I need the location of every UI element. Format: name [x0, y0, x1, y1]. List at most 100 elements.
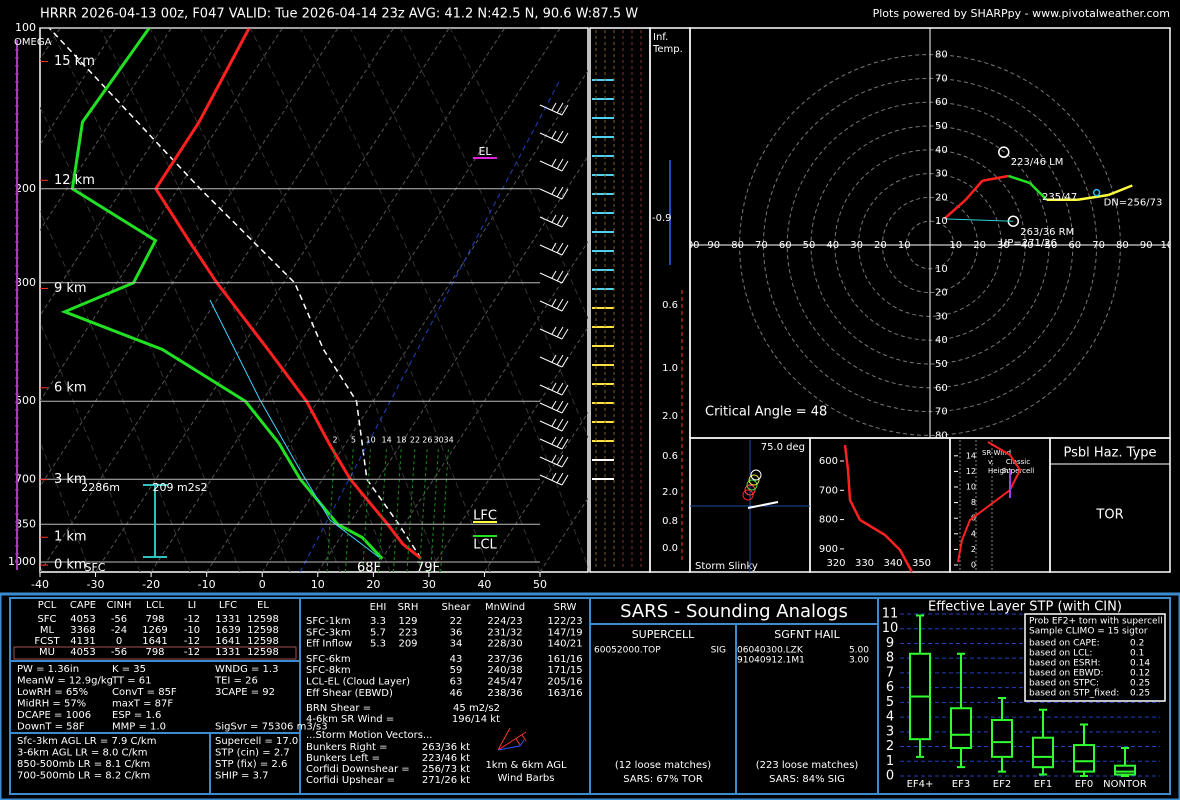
kin-header: Shear	[441, 602, 471, 613]
omega-label: OMEGA	[14, 37, 52, 48]
stp-legend-value: 0.1	[1130, 649, 1144, 659]
storm-motion-value: 271/26 kt	[422, 775, 470, 786]
wind-barb	[539, 418, 569, 432]
stp-legend-value: 0.14	[1130, 659, 1150, 669]
thermo-cell: 1639	[215, 625, 240, 636]
stp-y-label: 7	[886, 665, 894, 680]
thermo-cell: 1641	[142, 636, 167, 647]
sars-summary: SARS: 84% SIG	[769, 774, 845, 785]
inf-value: 0.8	[662, 516, 678, 527]
stp-x-label: EF2	[993, 779, 1011, 790]
wind-barb	[539, 326, 569, 340]
dry-adiabat	[199, 28, 441, 572]
kin-cell: 237/36	[487, 654, 522, 665]
mixing-ratio-label: 10	[366, 436, 376, 445]
thermo-cell: 1641	[215, 636, 240, 647]
kin-cell: 140/21	[547, 639, 582, 650]
stp-legend-box	[1024, 613, 1166, 702]
hodo-x-label: 30	[997, 240, 1010, 251]
hodo-ring-label: 40	[935, 145, 948, 156]
storm-motion-value: 223/46 kt	[422, 753, 470, 764]
thermo-cell: SFC	[37, 614, 56, 625]
dry-adiabat	[40, 106, 241, 572]
dry-adiabat	[40, 440, 91, 572]
storm-motion-value: 263/36 kt	[422, 742, 470, 753]
slinky-vector	[747, 501, 779, 509]
wind-barb	[539, 214, 569, 228]
storm-title: ...Storm Motion Vectors...	[306, 730, 432, 741]
hodo-x-label: 60	[1068, 240, 1081, 251]
stp-x-label: NONTOR	[1103, 779, 1147, 790]
thermo-cell: 1331	[215, 647, 240, 658]
sr-profile	[957, 441, 1022, 563]
inflow-srh: 209 m2s2	[153, 481, 208, 494]
stp-legend-label: based on STPC:	[1029, 679, 1099, 689]
stp-y-label: 5	[886, 695, 894, 710]
kin-label: SFC-1km	[306, 616, 351, 627]
stp-y-label: 2	[886, 739, 894, 754]
hodo-ring-label: 20	[935, 192, 948, 203]
index: SigSvr = 75306 m3/s3	[215, 722, 328, 733]
theta-e-y-label: 900	[819, 544, 838, 555]
lapse-rate: Sfc-3km AGL LR = 7.9 C/km	[17, 736, 156, 747]
kin-cell: 36	[450, 627, 463, 638]
wind-barb	[539, 298, 569, 312]
stp-box	[991, 719, 1013, 758]
wind-barb	[539, 270, 569, 284]
kin-cell: 223	[398, 627, 417, 638]
thermo-cell: 12598	[247, 625, 279, 636]
index: ESP = 1.6	[112, 710, 161, 721]
sr-title: SR Wind	[982, 449, 1011, 457]
sr-y-label: 4	[971, 529, 976, 538]
barb-legend: Wind Barbs	[498, 773, 555, 784]
stp-legend-label: based on EBWD:	[1029, 669, 1104, 679]
mixing-ratio-label: 14	[382, 436, 392, 445]
index: PW = 1.36in	[17, 664, 79, 675]
thermo-cell: MU	[39, 647, 55, 658]
slinky-ring	[746, 479, 758, 491]
stp-box	[950, 707, 972, 750]
kin-extra-value: 45 m2/s2	[453, 703, 500, 714]
stp-legend-title: Prob EF2+ torn with supercell	[1029, 617, 1163, 627]
hodo-segment	[943, 198, 967, 220]
sars-subtitle: SUPERCELL	[632, 628, 695, 641]
index: MeanW = 12.9g/kg	[17, 676, 113, 687]
sars-match-value: 5.00	[849, 646, 869, 656]
kin-cell: 3.3	[370, 616, 386, 627]
sars-loose: (12 loose matches)	[615, 760, 711, 771]
lapse-rate: 850-500mb LR = 8.1 C/km	[17, 759, 150, 770]
mixing-ratio-label: 22	[410, 436, 420, 445]
hodo-ring-label: 80	[935, 430, 948, 441]
hodo-ring-label: 30	[935, 169, 948, 180]
pressure-tick-label: 1000	[8, 555, 36, 568]
stp-x-label: EF1	[1034, 779, 1052, 790]
kin-cell: 209	[398, 639, 417, 650]
theta-e-x-label: 330	[855, 558, 874, 569]
hodo-x-label: 90	[707, 240, 720, 251]
storm-label: 223/46 LM	[1011, 157, 1064, 168]
hodo-ring-label: 30	[935, 311, 948, 322]
dry-adiabat	[299, 28, 541, 572]
isotherm	[40, 28, 228, 317]
temperature-profile	[154, 28, 422, 560]
index: ConvT = 85F	[112, 687, 177, 698]
stp-box	[1073, 744, 1095, 773]
kin-label: Eff Shear (EBWD)	[306, 688, 393, 699]
isotherm	[428, 326, 588, 572]
lcl-label: LCL	[473, 538, 497, 553]
thermo-cell: -12	[184, 647, 200, 658]
kin-cell: 240/38	[487, 665, 522, 676]
theta-e-y-label: 700	[819, 485, 838, 496]
wind-barb	[539, 382, 569, 396]
sars-match-value: 3.00	[849, 656, 869, 666]
stp-legend-value: 0.12	[1130, 669, 1150, 679]
mixing-ratio-label: 34	[444, 436, 454, 445]
inf-value: 1.0	[662, 363, 678, 374]
inf-value: 0.0	[662, 543, 678, 554]
kin-cell: 161/16	[547, 654, 582, 665]
sr-title: v.	[988, 458, 994, 466]
stp-x-label: EF3	[952, 779, 970, 790]
slinky-ring	[744, 484, 756, 496]
wetbulb	[209, 299, 381, 559]
height-label: 3 km	[54, 472, 87, 487]
